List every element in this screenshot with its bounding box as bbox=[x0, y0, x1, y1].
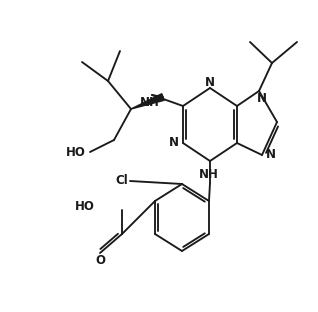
Text: Cl: Cl bbox=[115, 174, 128, 188]
Text: N: N bbox=[266, 149, 276, 162]
Text: N: N bbox=[257, 91, 267, 105]
Text: NH: NH bbox=[199, 168, 219, 182]
Text: NH: NH bbox=[140, 96, 160, 110]
Text: O: O bbox=[95, 253, 105, 266]
Polygon shape bbox=[131, 94, 164, 109]
Text: HO: HO bbox=[75, 201, 95, 213]
Text: N: N bbox=[169, 137, 179, 149]
Text: N: N bbox=[205, 76, 215, 89]
Text: HO: HO bbox=[66, 145, 86, 158]
